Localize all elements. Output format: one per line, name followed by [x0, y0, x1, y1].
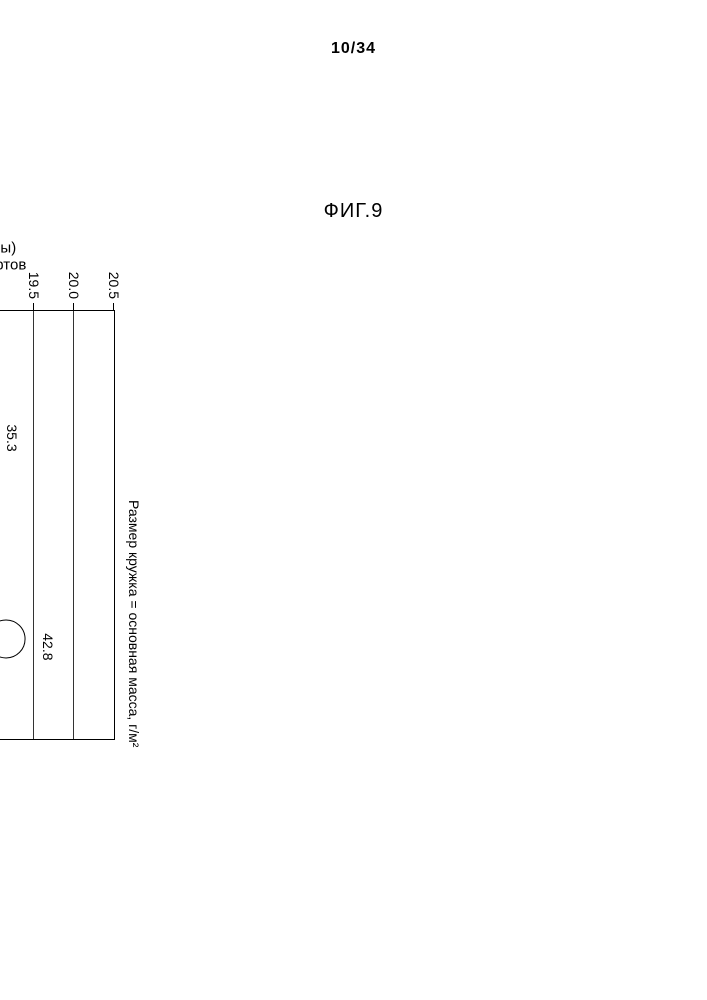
chart-stage: Мягкость (баллы) по оценке экспертов 16.…	[0, 240, 150, 760]
y-axis-title-line2: по оценке экспертов	[0, 257, 26, 274]
data-bubble	[0, 619, 26, 658]
figure-title: ФИГ.9	[0, 200, 707, 223]
gridline	[73, 311, 74, 739]
y-tick	[33, 303, 34, 311]
y-tick	[73, 303, 74, 311]
bubble-label: 42.8	[40, 633, 56, 660]
plot-area: 16.517.017.518.018.519.019.520.020.50510…	[0, 310, 115, 740]
y-tick-label: 19.0	[0, 272, 2, 299]
bubble-label: 35.3	[4, 424, 20, 451]
gridline	[33, 311, 34, 739]
y-tick-label: 19.5	[26, 272, 42, 299]
size-caption: Размер кружка = основная масса, г/м²	[126, 500, 142, 747]
page: 10/34 ФИГ.9 Мягкость (баллы) по оценке э…	[0, 0, 707, 1000]
y-axis-title-line1: Мягкость (баллы)	[0, 240, 16, 257]
y-tick	[113, 303, 114, 311]
page-number: 10/34	[0, 40, 707, 58]
y-tick-label: 20.5	[106, 272, 122, 299]
y-tick-label: 20.0	[66, 272, 82, 299]
